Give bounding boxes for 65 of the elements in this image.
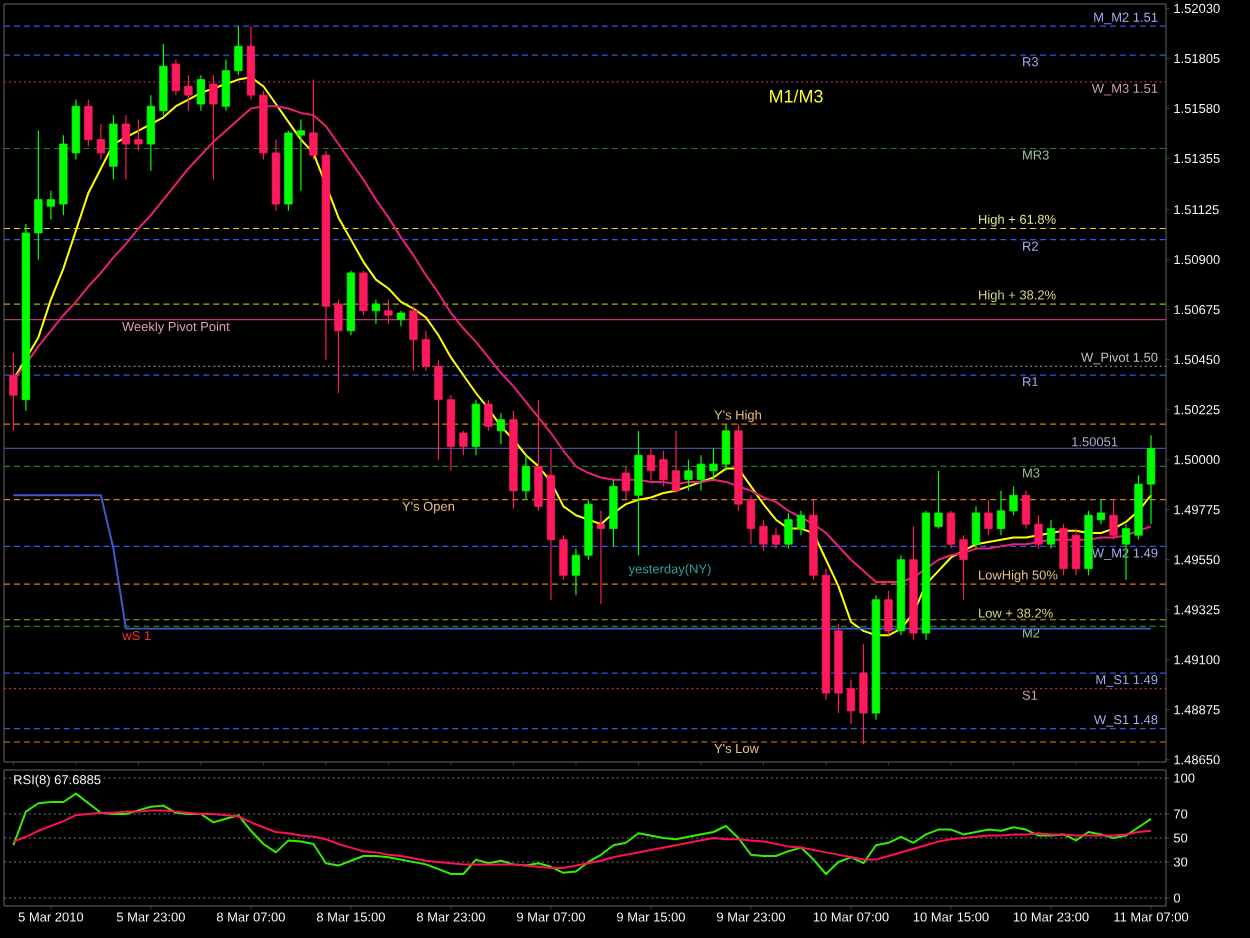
candlestick [171, 58, 181, 96]
candlestick [359, 270, 368, 316]
candlestick [959, 534, 968, 601]
candlestick [571, 548, 581, 596]
candlestick [221, 58, 231, 112]
candlestick [1146, 434, 1156, 525]
candlestick [759, 519, 768, 552]
candlestick [434, 359, 443, 461]
candlestick [671, 430, 681, 494]
candlestick [684, 459, 693, 492]
candlestick [609, 479, 618, 547]
candlestick [471, 399, 481, 456]
candlestick [184, 74, 193, 112]
candlestick [1071, 527, 1081, 576]
candlestick [596, 510, 606, 605]
candlestick [1046, 519, 1056, 550]
candlestick [1009, 485, 1018, 516]
candlestick [384, 299, 393, 325]
candlestick [659, 450, 668, 487]
candlestick [309, 78, 318, 161]
candlestick [134, 118, 143, 152]
candlestick [496, 412, 506, 445]
candlestick [1096, 499, 1106, 525]
candlestick [696, 454, 706, 492]
candlestick [634, 430, 643, 556]
candlestick [109, 114, 118, 181]
candlestick [209, 74, 218, 181]
candlestick [621, 465, 631, 501]
annotation: M1/M3 [770, 89, 823, 103]
candlestick [459, 430, 468, 456]
candlestick [946, 510, 956, 550]
candlestick [446, 394, 456, 472]
candlestick [859, 643, 868, 745]
candlestick [196, 74, 206, 112]
candlestick [846, 679, 856, 725]
candlestick [409, 305, 418, 372]
candlestick [1059, 523, 1068, 576]
candlestick [646, 447, 656, 481]
candlestick [521, 454, 531, 501]
candlestick [421, 330, 431, 372]
candlestick [996, 490, 1006, 536]
candlestick [784, 512, 793, 550]
candlestick [534, 399, 543, 512]
candlestick [1109, 499, 1118, 541]
candlestick [559, 534, 568, 581]
candlestick [984, 499, 993, 536]
candlestick [234, 25, 243, 76]
candlestick [771, 527, 781, 550]
candlestick [709, 447, 718, 481]
candlestick [159, 43, 168, 116]
candlestick [484, 399, 493, 432]
candlestick [884, 590, 893, 636]
candlestick [371, 299, 381, 325]
candlestick [1034, 514, 1043, 550]
candlestick [334, 299, 343, 394]
candlestick [971, 505, 981, 550]
candlestick [121, 114, 131, 181]
candlestick [9, 352, 18, 432]
candlestick [746, 494, 756, 545]
candlestick [796, 510, 806, 536]
candlestick [146, 94, 156, 172]
candlestick [934, 470, 943, 530]
candlestick [721, 423, 731, 472]
candlestick [296, 118, 306, 192]
candlestick [1021, 490, 1031, 530]
